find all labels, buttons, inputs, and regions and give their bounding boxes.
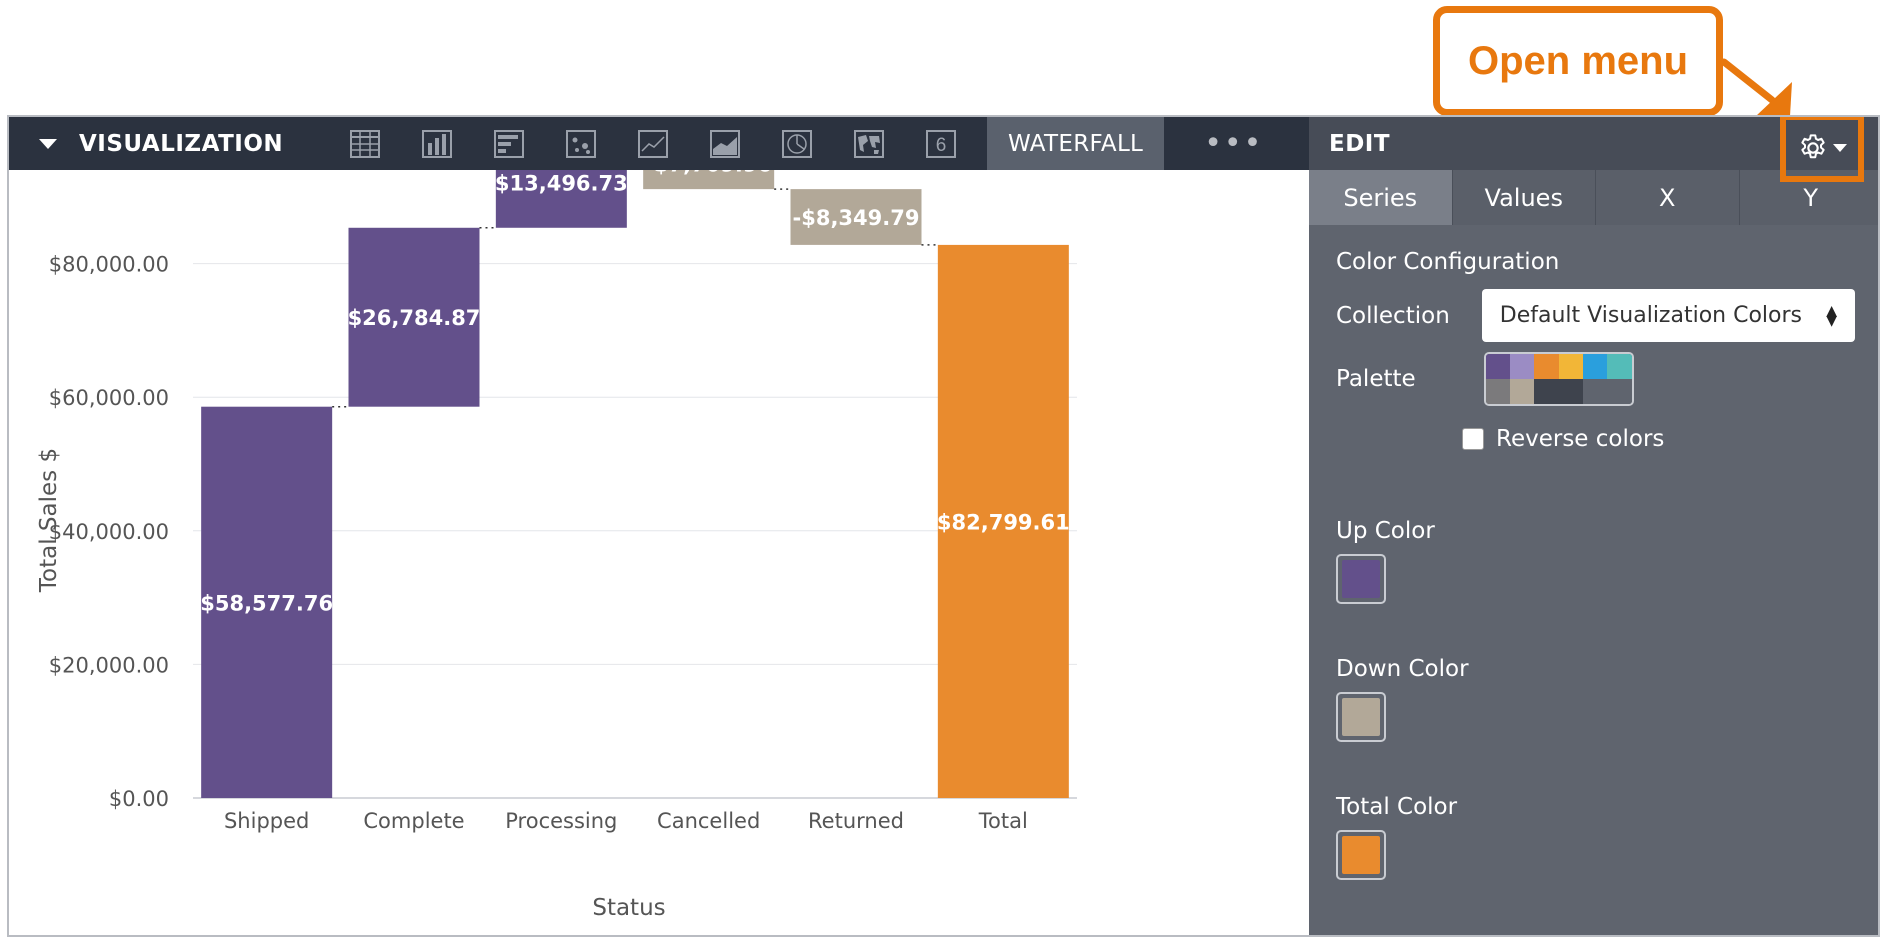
data-label: -$7,709.96	[645, 170, 772, 176]
data-label: $82,799.61	[937, 510, 1070, 534]
caret-down-icon	[39, 138, 57, 149]
palette-picker[interactable]	[1483, 352, 1634, 406]
column-chart-icon[interactable]	[401, 117, 473, 170]
line-chart-icon[interactable]	[617, 117, 689, 170]
x-tick-label: Shipped	[224, 809, 309, 833]
data-label: $58,577.76	[200, 591, 333, 615]
scatter-chart-icon[interactable]	[545, 117, 617, 170]
y-tick-label: $20,000.00	[49, 653, 169, 677]
y-axis-label: Total Sales $	[36, 448, 62, 593]
tab-waterfall[interactable]: WATERFALL	[987, 117, 1165, 170]
bar-shipped[interactable]	[201, 406, 333, 798]
reverse-colors-label: Reverse colors	[1496, 426, 1665, 452]
tab-values[interactable]: Values	[1453, 170, 1596, 225]
palette-label: Palette	[1336, 366, 1416, 392]
data-label: $26,784.87	[348, 306, 481, 330]
palette-color-6	[1485, 379, 1510, 404]
map-icon[interactable]	[833, 117, 905, 170]
collection-value: Default Visualization Colors	[1499, 303, 1802, 328]
y-axis: $0.00 $20,000.00 $40,000.00 $60,000.00 $80,0…	[49, 253, 169, 811]
area-chart-icon[interactable]	[689, 117, 761, 170]
table-icon[interactable]	[329, 117, 401, 170]
total-color-field: Total Color	[1336, 794, 1855, 880]
bar-cancelled[interactable]	[643, 170, 775, 190]
tab-x[interactable]: X	[1596, 170, 1740, 225]
x-axis-label: Status	[592, 895, 665, 921]
down-color-swatch	[1342, 698, 1380, 736]
up-color-swatch	[1342, 560, 1380, 598]
up-color-field: Up Color	[1336, 518, 1855, 604]
x-tick-label: Complete	[363, 809, 464, 833]
callout-text: Open menu	[1467, 38, 1689, 83]
callout-arrow-icon	[1720, 58, 1792, 116]
open-menu-callout: Open menu	[1433, 6, 1723, 116]
more-visualizations-button[interactable]: •••	[1204, 126, 1264, 161]
tab-series[interactable]: Series	[1309, 170, 1453, 225]
bar-total[interactable]	[937, 244, 1069, 798]
collection-select[interactable]: Default Visualization Colors ▲ ▼	[1481, 289, 1855, 342]
edit-title: EDIT	[1329, 130, 1391, 157]
x-tick-label: Processing	[505, 809, 617, 833]
bar-chart-icon[interactable]	[473, 117, 545, 170]
single-value-icon[interactable]: 6	[905, 117, 977, 170]
gear-icon	[1801, 133, 1825, 158]
edit-header: EDIT	[1309, 117, 1878, 182]
x-axis: Shipped Complete Processing Cancelled Return…	[224, 809, 1028, 833]
edit-panel: EDIT Series Values X Y Color Configurati…	[1309, 117, 1878, 935]
reverse-colors-checkbox[interactable]	[1462, 428, 1484, 450]
edit-tabs: Series Values X Y	[1309, 170, 1878, 225]
tab-waterfall-label: WATERFALL	[1008, 130, 1144, 157]
palette-color-1	[1510, 354, 1535, 379]
bar-processing[interactable]	[495, 170, 627, 228]
y-tick-label: $0.00	[109, 787, 169, 811]
visualization-title: VISUALIZATION	[79, 130, 284, 157]
tab-y[interactable]: Y	[1803, 183, 1819, 212]
reverse-colors-option[interactable]: Reverse colors	[1462, 426, 1855, 452]
chart-grid	[193, 263, 1077, 799]
x-tick-label: Returned	[808, 809, 904, 833]
y-tick-label: $80,000.00	[49, 253, 169, 277]
chart-connectors	[332, 188, 938, 408]
data-label: -$8,349.79	[793, 206, 920, 230]
x-tick-label: Cancelled	[657, 809, 760, 833]
caret-down-icon	[1833, 143, 1847, 152]
down-color-label: Down Color	[1336, 656, 1469, 682]
bar-returned[interactable]	[790, 189, 922, 245]
visualization-toggle[interactable]: VISUALIZATION	[39, 131, 329, 157]
palette-color-4	[1583, 354, 1608, 379]
single-value-glyph: 6	[936, 135, 947, 156]
palette-color-10	[1583, 379, 1608, 404]
palette-color-5	[1607, 354, 1632, 379]
edit-body: Color Configuration Collection Default V…	[1309, 225, 1878, 904]
palette-color-11	[1607, 379, 1632, 404]
select-arrows-icon: ▲ ▼	[1826, 302, 1837, 329]
down-color-picker[interactable]	[1336, 692, 1386, 742]
up-color-label: Up Color	[1336, 518, 1435, 544]
palette-color-3	[1558, 354, 1583, 379]
data-label: $13,496.73	[495, 172, 628, 196]
palette-color-0	[1485, 354, 1510, 379]
x-tick-label: Total	[978, 809, 1028, 833]
color-configuration-heading: Color Configuration	[1336, 249, 1560, 275]
palette-color-8	[1534, 379, 1559, 404]
total-color-swatch	[1342, 836, 1380, 874]
y-tick-label: $60,000.00	[49, 386, 169, 410]
settings-menu-button[interactable]	[1780, 117, 1864, 182]
bar-complete[interactable]	[348, 227, 480, 407]
pie-chart-icon[interactable]	[761, 117, 833, 170]
up-color-picker[interactable]	[1336, 554, 1386, 604]
collection-label: Collection	[1336, 302, 1450, 329]
y-tick-label: $40,000.00	[49, 520, 169, 544]
chart-bars: $58,577.76 $26,784.87 $13,496.73 -$7,709.96…	[200, 170, 1070, 798]
palette-color-2	[1534, 354, 1559, 379]
total-color-label: Total Color	[1336, 794, 1458, 820]
visualization-toolbar: VISUALIZATION 6 WATERFALL	[9, 117, 1309, 170]
waterfall-chart: $0.00 $20,000.00 $40,000.00 $60,000.00 $80,0…	[36, 170, 1077, 921]
down-color-field: Down Color	[1336, 656, 1855, 742]
total-color-picker[interactable]	[1336, 830, 1386, 880]
palette-color-9	[1558, 379, 1583, 404]
palette-color-7	[1510, 379, 1535, 404]
visualization-frame: VISUALIZATION 6 WATERFALL	[7, 115, 1880, 937]
